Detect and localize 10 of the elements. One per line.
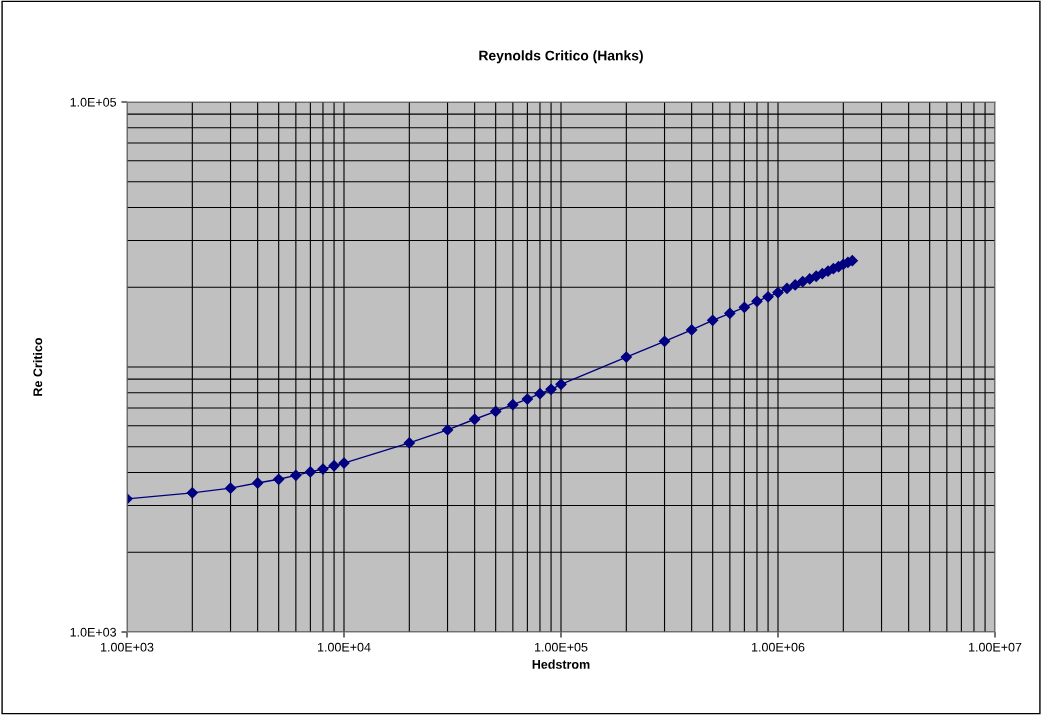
- chart-title: Reynolds Critico (Hanks): [479, 50, 643, 64]
- x-tick-label: 1.00E+07: [969, 642, 1022, 652]
- y-tick-label: 1.0E+05: [70, 97, 117, 107]
- x-tick-label: 1.00E+05: [535, 642, 588, 652]
- y-axis-title: Re Critico: [33, 337, 43, 396]
- y-tick-label: 1.0E+03: [70, 627, 117, 637]
- x-tick-label: 1.00E+06: [752, 642, 805, 652]
- x-tick-label: 1.00E+04: [318, 642, 371, 652]
- x-axis-title: Hedstrom: [532, 659, 590, 669]
- x-tick-label: 1.00E+03: [101, 642, 154, 652]
